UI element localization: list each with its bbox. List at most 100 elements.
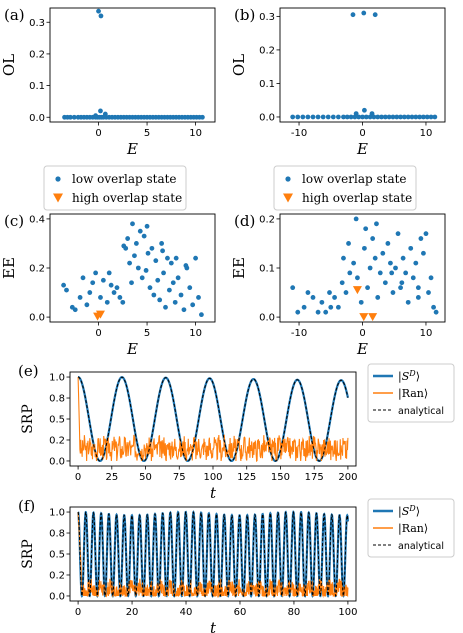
data-point (178, 292, 184, 298)
x-tick-label: -10 (291, 328, 307, 339)
data-point (405, 299, 411, 305)
legend-marker-circle (285, 176, 291, 182)
data-point (375, 114, 381, 120)
panel-b: -10 0 10 0.0 0.1 0.2 0.3 (b) OL E (230, 6, 446, 158)
x-axis-label: E (126, 140, 138, 158)
data-point (155, 277, 161, 283)
x-tick-label: 5 (144, 128, 150, 139)
x-tick-label: 10 (189, 128, 202, 139)
x-tick-label: 200 (338, 472, 357, 483)
data-point (301, 304, 307, 310)
data-point (370, 236, 376, 241)
data-point (137, 228, 143, 234)
data-point (173, 255, 179, 261)
panel-e: 0 25 50 75 100 125 150 175 200 0.0 0.2 0.5 0.8 1.0 (e)… (18, 362, 455, 502)
data-point (147, 285, 153, 291)
data-point (125, 236, 131, 241)
data-point (100, 277, 106, 283)
data-point (356, 114, 362, 120)
data-point (363, 226, 369, 232)
data-point (87, 290, 93, 295)
data-point (64, 287, 69, 293)
data-point (320, 114, 326, 120)
data-point (290, 114, 296, 120)
data-point (413, 260, 419, 266)
data-point (77, 295, 83, 300)
x-axis-label: t (210, 619, 217, 633)
data-point (413, 114, 419, 120)
series-analytical-line (77, 511, 349, 597)
data-point (117, 295, 123, 300)
legend-entry: low overlap state (302, 172, 407, 186)
x-tick-label: 10 (420, 328, 433, 339)
x-axis-label: E (356, 140, 368, 158)
data-point (172, 299, 178, 305)
y-tick-label: 0.4 (29, 214, 45, 225)
data-point (300, 114, 306, 120)
y-axis-label: EE (230, 257, 248, 279)
data-point (170, 280, 176, 286)
y-tick-label: 0.8 (49, 529, 65, 540)
y-tick-label: 0.2 (49, 570, 65, 581)
y-axis-label: SRP (20, 404, 36, 434)
data-point (375, 295, 381, 300)
high-overlap-point (95, 310, 105, 319)
y-tick-label: 1.0 (49, 373, 65, 384)
data-point (428, 114, 434, 120)
data-point (431, 304, 436, 310)
plot-frame (49, 213, 216, 323)
x-tick-label: 60 (234, 607, 247, 618)
data-point (398, 114, 403, 120)
data-point (310, 295, 316, 300)
data-point (305, 290, 311, 295)
legend-marker-circle (55, 176, 61, 182)
data-point (130, 221, 135, 227)
data-point (395, 231, 401, 237)
panel-label: (f) (18, 497, 35, 515)
data-point (382, 280, 388, 286)
data-point (190, 302, 196, 308)
data-point (120, 299, 126, 305)
x-tick-label: 0 (359, 328, 365, 339)
data-point (400, 255, 406, 261)
data-point (398, 285, 403, 291)
panel-label: (a) (4, 6, 25, 24)
data-point (379, 114, 384, 120)
data-point (295, 114, 301, 120)
legend-entry: low overlap state (72, 172, 177, 186)
x-tick-label: 40 (180, 607, 193, 618)
data-point (388, 260, 393, 266)
data-point (394, 114, 400, 120)
y-axis-label: OL (230, 54, 248, 76)
data-point (341, 114, 346, 120)
data-point (157, 297, 163, 303)
data-point (161, 270, 166, 276)
x-tick-label: 0 (359, 128, 365, 139)
x-tick-label: 150 (271, 472, 290, 483)
data-point (377, 270, 383, 276)
legend-entry: analytical (398, 406, 444, 417)
y-tick-label: 0.0 (49, 591, 65, 602)
y-tick-label: 0.2 (259, 214, 275, 225)
legend-box (43, 165, 187, 211)
data-point (403, 270, 409, 276)
data-point (165, 255, 170, 261)
y-tick-label: 0.0 (49, 456, 65, 467)
data-point (139, 275, 145, 281)
data-point (401, 114, 407, 120)
data-point (424, 114, 430, 120)
data-point (153, 258, 159, 264)
x-axis-label: t (210, 484, 217, 502)
data-point (196, 295, 201, 300)
x-tick-label: 100 (338, 607, 357, 618)
y-tick-label: 0.0 (29, 113, 45, 124)
data-point (432, 114, 438, 120)
data-point (374, 221, 379, 227)
plot-frame (279, 7, 446, 123)
data-point (426, 290, 431, 295)
data-point (187, 285, 193, 291)
y-tick-label: 0.8 (49, 394, 65, 405)
data-point (386, 114, 392, 120)
